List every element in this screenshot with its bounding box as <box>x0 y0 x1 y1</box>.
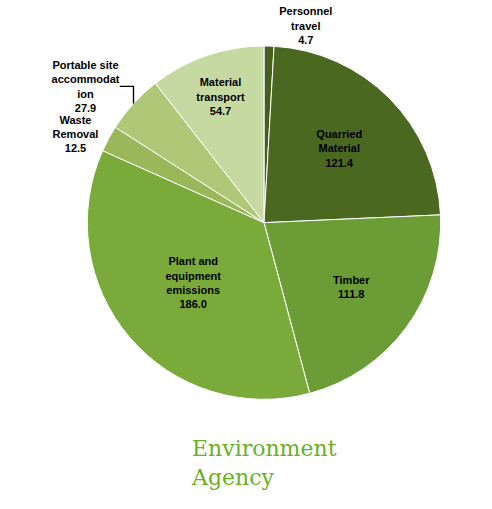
svg-text:EnvironmentAgency: EnvironmentAgency <box>191 436 337 490</box>
svg-text:Timber111.8: Timber111.8 <box>333 274 370 300</box>
svg-text:Plant andequipmentemissions186: Plant andequipmentemissions186.0 <box>165 255 221 310</box>
svg-text:Materialtransport54.7: Materialtransport54.7 <box>196 76 245 117</box>
svg-text:Personneltravel4.7: Personneltravel4.7 <box>279 5 332 46</box>
svg-text:QuarriedMaterial121.4: QuarriedMaterial121.4 <box>316 128 362 169</box>
svg-text:WasteRemoval12.5: WasteRemoval12.5 <box>53 114 99 155</box>
svg-text:Portable siteaccommodation27.9: Portable siteaccommodation27.9 <box>52 59 120 114</box>
